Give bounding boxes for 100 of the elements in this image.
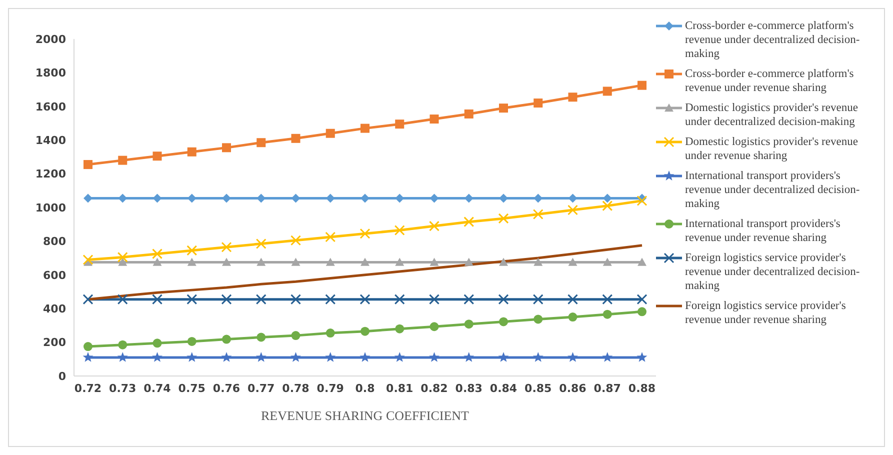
- legend-label: Foreign logistics service provider's revenue under revenue sharing: [685, 299, 847, 327]
- x-tick-label: 0.84: [490, 382, 518, 395]
- point: [532, 294, 544, 305]
- y-tick-label: 0: [58, 370, 66, 383]
- point: [602, 310, 612, 319]
- x-tick-label: 0.75: [178, 382, 206, 395]
- point: [221, 242, 232, 252]
- point: [256, 258, 266, 266]
- point: [464, 258, 474, 266]
- point: [326, 128, 335, 138]
- point: [187, 258, 196, 266]
- point: [117, 352, 128, 362]
- point: [152, 248, 162, 260]
- point: [638, 307, 646, 316]
- point: [256, 352, 266, 362]
- x-tick-label: 0.82: [420, 382, 448, 395]
- point: [568, 204, 578, 216]
- point: [360, 194, 370, 203]
- point: [360, 228, 370, 239]
- point: [82, 352, 94, 362]
- point: [186, 352, 198, 362]
- point: [187, 147, 196, 156]
- point: [290, 235, 301, 246]
- point: [326, 328, 335, 338]
- point: [360, 352, 370, 362]
- y-tick-label: 1600: [35, 100, 66, 114]
- point: [394, 294, 405, 305]
- x-tick-label: 0.77: [248, 382, 275, 395]
- point: [84, 160, 92, 170]
- point: [429, 294, 440, 305]
- point: [636, 196, 648, 206]
- point: [429, 352, 440, 362]
- y-tick-label: 1400: [35, 134, 66, 148]
- point: [638, 258, 646, 266]
- point: [602, 258, 612, 266]
- y-tick-label: 1800: [35, 66, 66, 80]
- point: [602, 294, 613, 305]
- point: [118, 340, 128, 350]
- legend-label: Cross-border e-commerce platform's revenue under revenue sharing: [685, 67, 855, 95]
- x-tick-label: 0.78: [282, 382, 310, 395]
- x-tick-label: 0.8: [355, 382, 375, 395]
- point: [395, 258, 404, 266]
- point: [499, 317, 508, 326]
- point: [568, 352, 578, 362]
- x-tick-label: 0.73: [109, 382, 136, 395]
- point: [186, 294, 198, 305]
- legend-label: Domestic logistics provider's revenue under revenue sharing: [685, 135, 859, 163]
- point: [498, 352, 509, 362]
- x-tick-label: 0.83: [455, 382, 482, 395]
- point: [568, 312, 578, 322]
- point: [291, 258, 300, 266]
- point: [568, 92, 578, 102]
- point: [256, 294, 266, 305]
- point: [186, 245, 198, 256]
- x-tick-label: 0.81: [386, 382, 414, 395]
- point: [325, 232, 336, 242]
- point: [222, 143, 231, 152]
- point: [394, 225, 405, 236]
- point: [118, 156, 128, 165]
- point: [430, 322, 439, 332]
- point: [84, 194, 92, 203]
- x-tick-label: 0.79: [316, 382, 344, 395]
- point: [636, 294, 648, 305]
- point: [360, 294, 370, 305]
- point: [499, 104, 508, 113]
- point: [464, 294, 474, 305]
- point: [290, 352, 301, 362]
- point: [395, 324, 404, 334]
- point: [464, 216, 474, 228]
- legend-label: International transport providers's revenue under decentralized decision-making: [685, 169, 861, 211]
- y-tick-label: 400: [43, 302, 66, 316]
- point: [117, 294, 128, 305]
- point: [222, 194, 231, 203]
- y-tick-label: 1200: [35, 168, 66, 181]
- point: [394, 352, 405, 362]
- legend-label: Cross-border e-commerce platform's revenue under decentralized decision-making: [685, 19, 861, 61]
- legend-label: Foreign logistics service provider's revenue under decentralized decision-making: [685, 251, 861, 293]
- point: [534, 98, 543, 108]
- x-tick-label: 0.72: [74, 382, 102, 395]
- point: [118, 258, 128, 266]
- x-tick-label: 0.74: [144, 382, 172, 395]
- point: [464, 320, 474, 329]
- point: [464, 352, 474, 362]
- point: [430, 114, 439, 124]
- point: [82, 294, 94, 305]
- point: [82, 254, 94, 265]
- point: [464, 109, 474, 118]
- point: [602, 200, 613, 212]
- point: [222, 258, 231, 266]
- point: [395, 120, 404, 129]
- point: [568, 294, 578, 305]
- point: [534, 314, 543, 324]
- point: [498, 294, 509, 305]
- point: [291, 331, 300, 340]
- x-axis-title: REVENUE SHARING COEFFICIENT: [261, 408, 470, 423]
- point: [430, 258, 439, 266]
- point: [152, 338, 162, 348]
- x-tick-label: 0.86: [559, 382, 587, 395]
- point: [291, 134, 300, 143]
- point: [429, 220, 440, 232]
